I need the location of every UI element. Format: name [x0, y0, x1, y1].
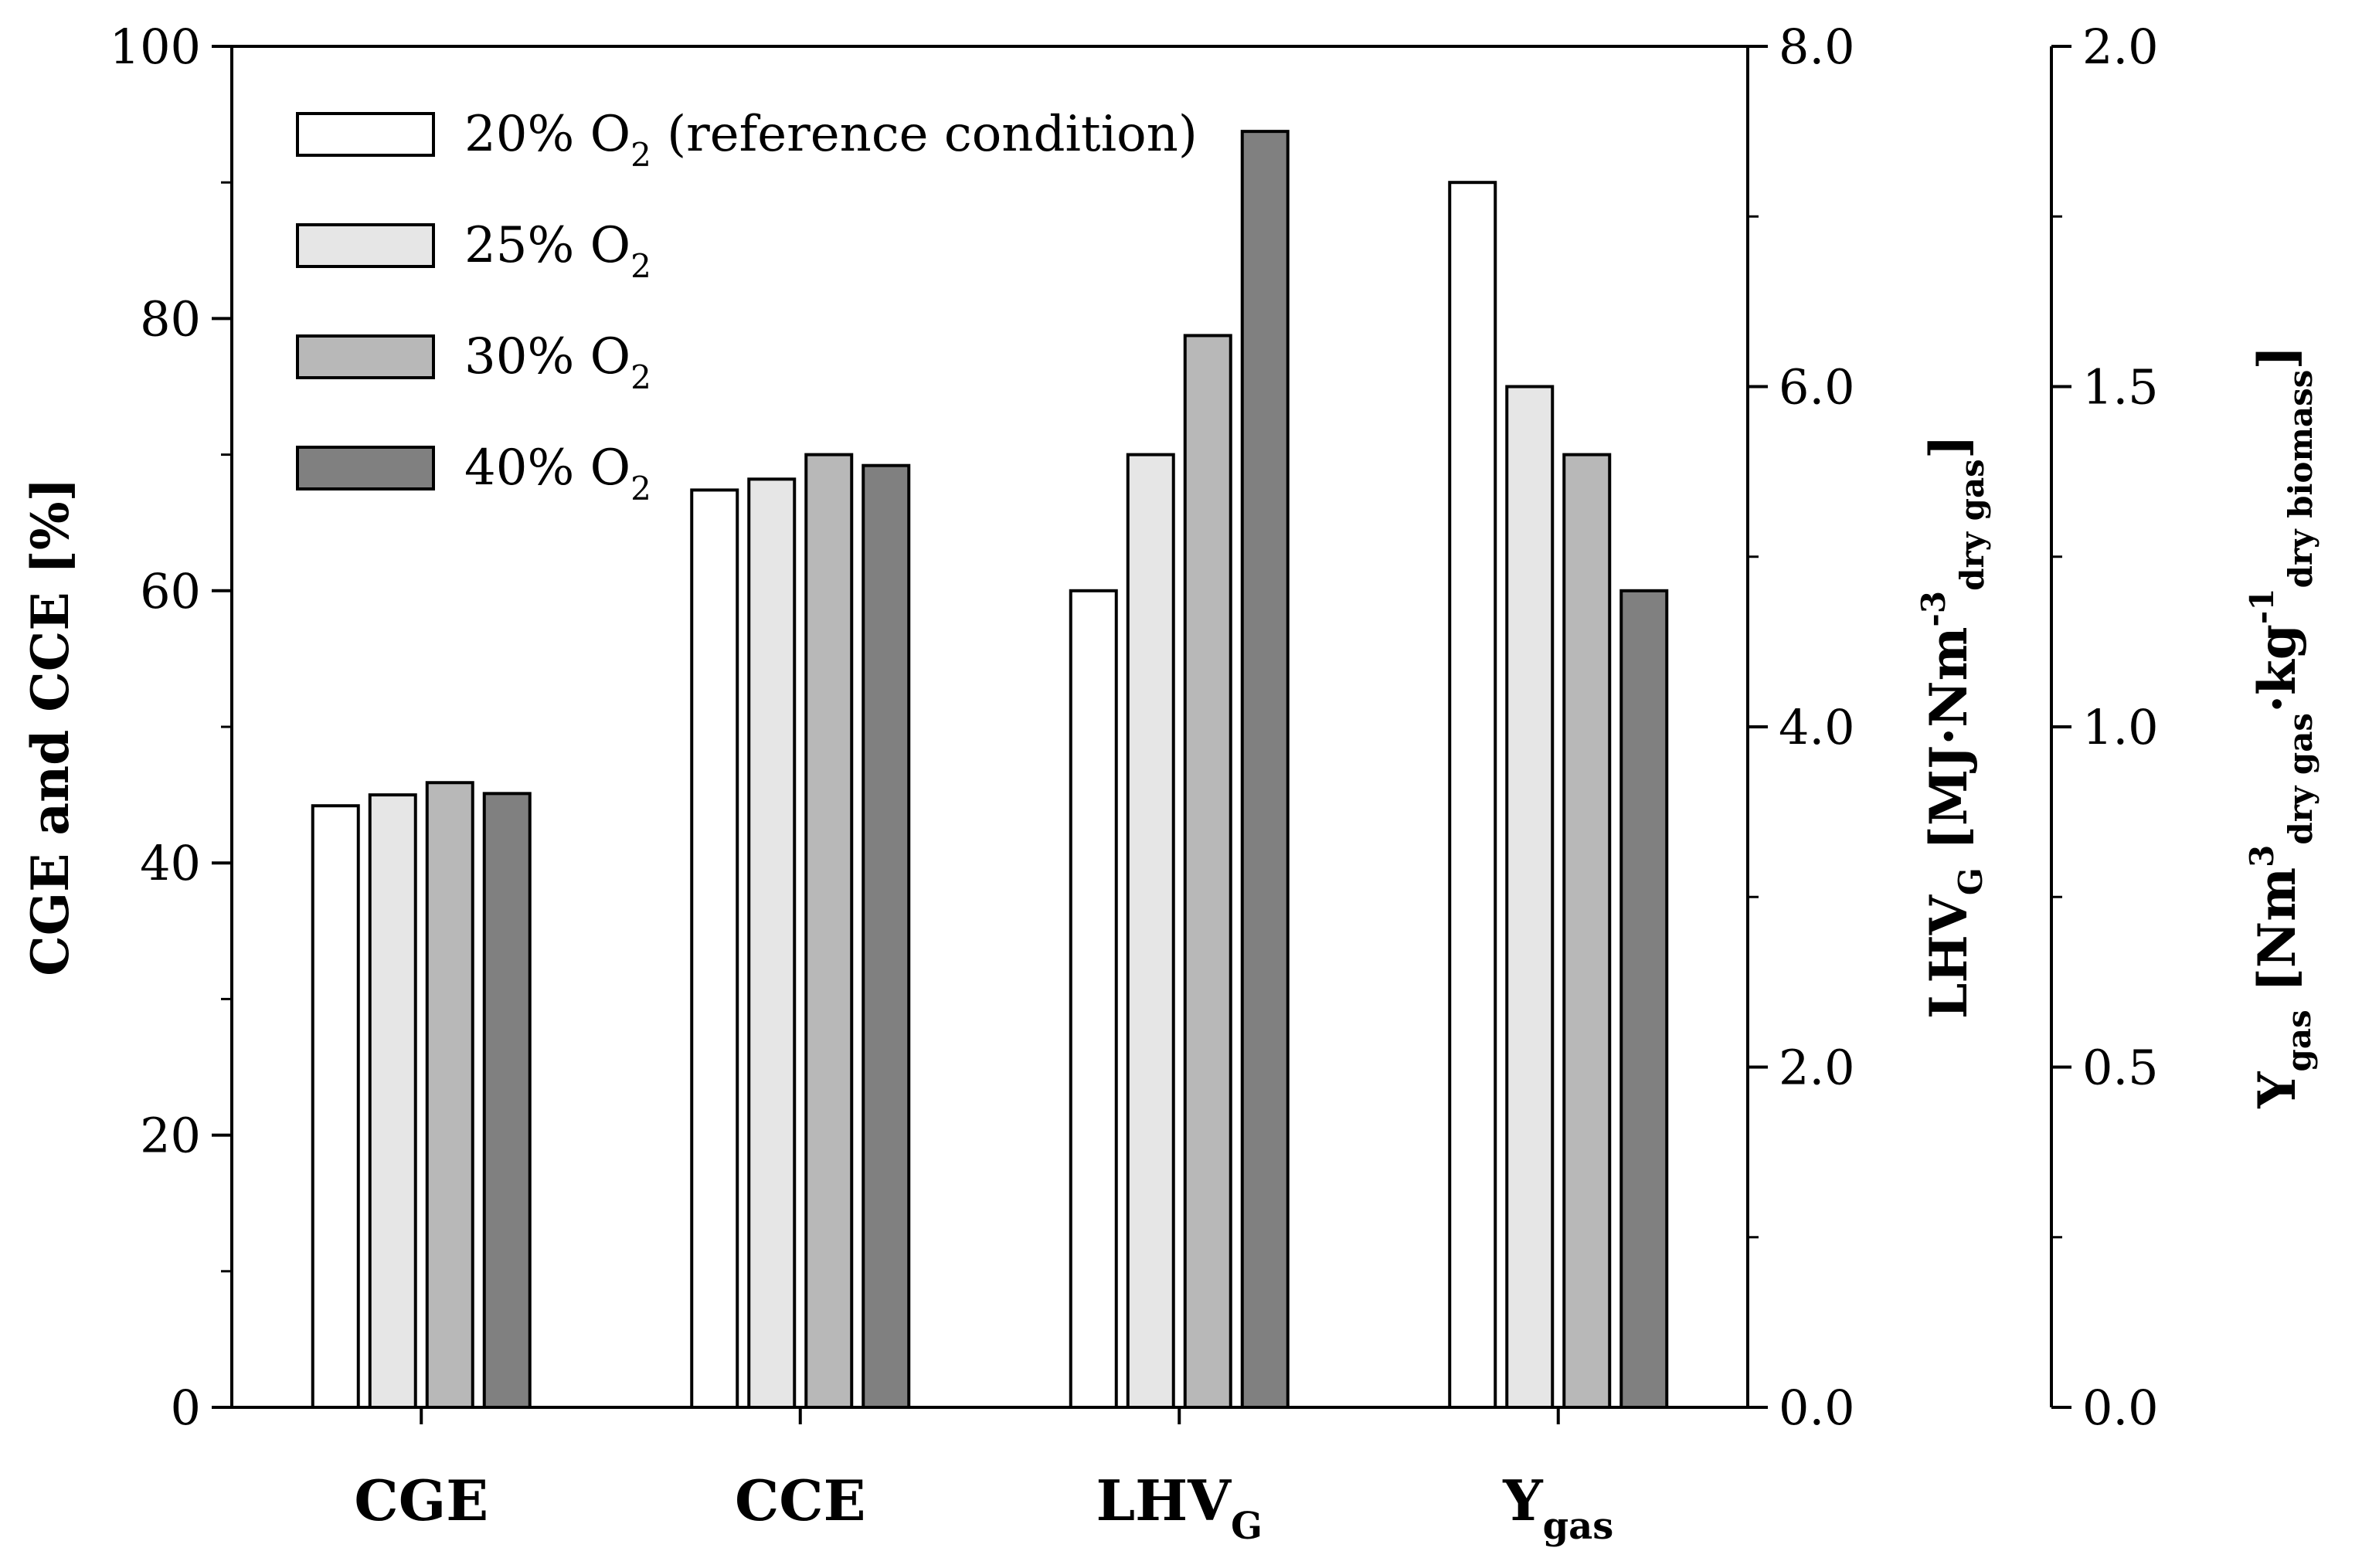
legend-label-4: 40% O2: [464, 440, 651, 507]
bar-cce-series-3: [804, 453, 854, 1409]
category-label-main: Y: [1502, 1468, 1544, 1533]
axis-title-part: ]: [2247, 345, 2307, 369]
axis-title-sub: dry biomass: [2282, 370, 2320, 589]
tick-label-right2: 0.0: [2082, 1380, 2159, 1436]
bar-cce-series-1: [690, 488, 739, 1409]
legend-label-main: 25% O: [464, 217, 630, 274]
tick-label-right2: 1.5: [2082, 359, 2159, 416]
y-axis-title-left: CGE and CCE [%]: [20, 477, 80, 976]
tick-label-right2: 2.0: [2082, 19, 2159, 75]
bar-lhv-series-1: [1069, 589, 1118, 1409]
legend-label-main: 20% O: [464, 106, 630, 163]
tick-label-left: 100: [110, 19, 201, 75]
tick-label-right1: 4.0: [1779, 699, 1855, 755]
category-label-main: LHV: [1096, 1468, 1232, 1533]
bar-cge-series-3: [425, 781, 474, 1409]
legend-label-3: 30% O2: [464, 328, 651, 396]
legend-label-1: 20% O2 (reference condition): [464, 106, 1198, 174]
axis-title-sup: 3: [2243, 845, 2281, 867]
bar-cge-series-1: [311, 804, 360, 1410]
category-label-4: Ygas: [1502, 1468, 1613, 1548]
bar-lhv-series-2: [1126, 453, 1175, 1409]
category-label-main: CGE: [354, 1468, 488, 1533]
category-label-main: CCE: [735, 1468, 866, 1533]
axis-title-part: LHV: [1918, 894, 1979, 1019]
bar-lhv-series-3: [1183, 334, 1232, 1409]
bar-y-series-3: [1562, 453, 1612, 1409]
tick-label-right1: 0.0: [1779, 1380, 1855, 1436]
legend-swatch-2: [296, 223, 435, 268]
legend-swatch-1: [296, 112, 435, 157]
tick-label-left: 60: [140, 563, 201, 619]
axis-title-part: ·kg: [2247, 624, 2307, 713]
bar-y-series-2: [1505, 385, 1555, 1409]
tick-label-left: 40: [140, 835, 201, 891]
bar-cge-series-2: [368, 793, 417, 1409]
bar-y-series-4: [1619, 589, 1669, 1409]
axis-title-part: [Nm: [2247, 867, 2307, 1010]
axis-title-sub: G: [1952, 867, 1990, 895]
bar-y-series-1: [1448, 181, 1497, 1410]
legend-label-main: 40% O: [464, 440, 630, 497]
bar-cce-series-4: [862, 463, 911, 1409]
legend-swatch-3: [296, 334, 435, 379]
tick-label-right1: 8.0: [1779, 19, 1855, 75]
legend-swatch-4: [296, 446, 435, 490]
legend-label-sub: 2: [630, 470, 651, 507]
axis-title-sub: dry gas: [2282, 713, 2320, 845]
tick-label-right1: 6.0: [1779, 359, 1855, 416]
category-label-sub: gas: [1543, 1505, 1614, 1548]
axis-title-part: Y: [2247, 1071, 2307, 1109]
axis-title-part: [MJ·Nm: [1918, 627, 1979, 868]
axis-title-sup: -1: [2243, 588, 2281, 624]
legend-label-sub: 2: [630, 358, 651, 396]
legend-label-2: 25% O2: [464, 217, 651, 285]
tick-label-left: 0: [171, 1380, 201, 1436]
bar-lhv-series-4: [1240, 130, 1290, 1409]
tick-label-right1: 2.0: [1779, 1040, 1855, 1096]
category-label-sub: G: [1231, 1505, 1263, 1548]
legend-label-main: 30% O: [464, 328, 630, 385]
y-axis-title-right1: LHVG [MJ·Nm-3dry gas]: [1915, 435, 1991, 1019]
tick-label-right2: 0.5: [2082, 1040, 2159, 1096]
y-axis-title-right2: Ygas [Nm3dry gas·kg-1dry biomass]: [2243, 345, 2320, 1108]
bar-cce-series-2: [747, 477, 797, 1409]
legend-label-sub: 2: [630, 247, 651, 285]
legend-label-sub: 2: [630, 136, 651, 174]
tick-label-right2: 1.0: [2082, 699, 2159, 755]
legend-label-tail: (reference condition): [651, 106, 1198, 163]
category-label-3: LHVG: [1096, 1468, 1263, 1548]
category-label-2: CCE: [735, 1468, 866, 1533]
tick-label-left: 80: [140, 290, 201, 347]
bar-cge-series-4: [482, 792, 532, 1409]
axis-title-sub: gas: [2280, 1010, 2318, 1071]
axis-title-part: ]: [1918, 435, 1979, 459]
tick-label-left: 20: [140, 1108, 201, 1164]
axis-title-sup: -3: [1915, 591, 1952, 627]
category-label-1: CGE: [354, 1468, 488, 1533]
axis-title-sub: dry gas: [1953, 459, 1991, 591]
